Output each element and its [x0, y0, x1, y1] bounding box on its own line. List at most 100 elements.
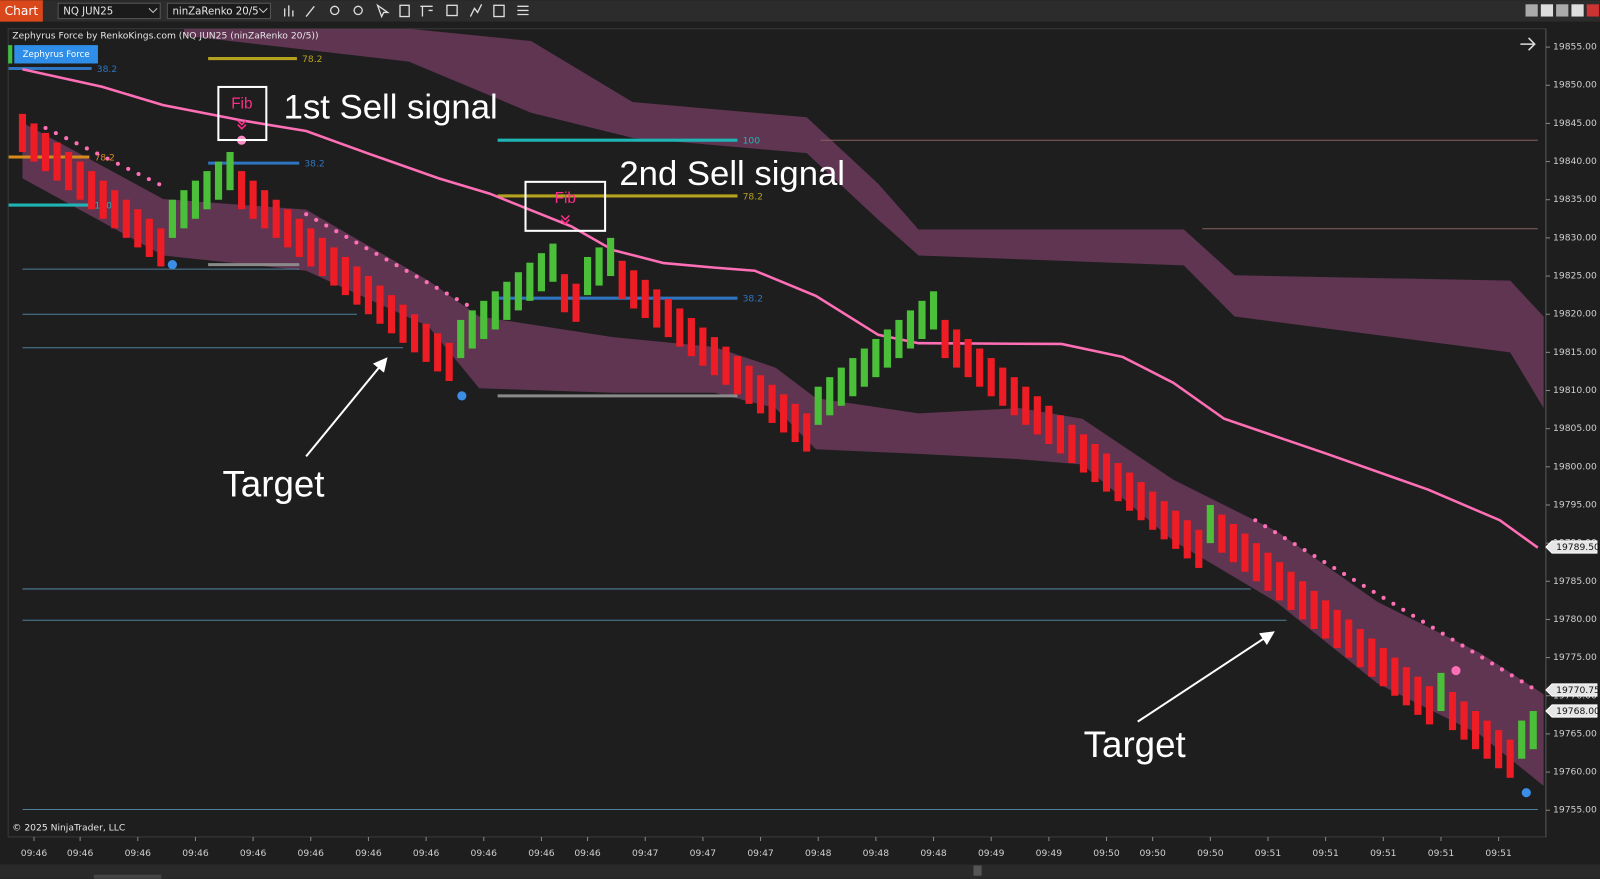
scroll-right-icon[interactable]	[1520, 37, 1536, 51]
renko-bar	[999, 367, 1007, 406]
renko-bar	[1033, 396, 1041, 435]
bar-type-label[interactable]: ninZaRenko 20/5	[172, 6, 258, 17]
fib-label: Fib	[555, 190, 576, 207]
bar-type-select[interactable]	[166, 2, 271, 20]
renko-bar	[445, 342, 453, 381]
x-tick-label: 09:51	[1255, 848, 1281, 859]
indicator-button[interactable]	[14, 45, 98, 64]
trailing-stop-dots	[1253, 518, 1540, 694]
renko-bar	[1483, 720, 1491, 759]
renko-bar	[1126, 472, 1134, 511]
scroll-thumb[interactable]	[93, 874, 162, 879]
renko-bar	[1091, 443, 1099, 483]
renko-bar	[1264, 552, 1272, 591]
x-tick-label: 09:46	[125, 848, 152, 859]
plot: 38.278.278.238.210010078.238.2	[8, 28, 1544, 810]
instrument-label[interactable]: NQ JUN25	[63, 6, 113, 17]
target-arrow	[305, 357, 388, 457]
x-tick-label: 09:46	[240, 848, 267, 859]
renko-bar	[503, 281, 511, 320]
target-note: Target	[1084, 724, 1186, 765]
indicator-button-label[interactable]: Zephyrus Force	[23, 50, 90, 60]
signal-note: 1st Sell signal	[284, 89, 498, 127]
x-tick-label: 09:51	[1428, 848, 1454, 859]
renko-bar	[1056, 415, 1064, 454]
x-tick-label: 09:48	[805, 848, 832, 859]
renko-bar	[295, 218, 303, 257]
renko-bar	[399, 304, 407, 343]
scroll-grip[interactable]	[973, 865, 982, 876]
renko-bar	[238, 171, 246, 210]
x-tick-label: 09:49	[978, 848, 1005, 859]
price-marker	[1545, 540, 1598, 554]
instrument-select[interactable]	[57, 2, 161, 20]
x-tick-label: 09:51	[1312, 848, 1338, 859]
fib-level-label: 78.2	[743, 191, 763, 202]
renko-bar	[676, 308, 684, 347]
renko-bar	[987, 358, 995, 397]
renko-bar	[1137, 482, 1145, 521]
price-marker-label: 19770.75	[1556, 685, 1600, 696]
renko-bar	[1102, 453, 1111, 492]
renko-bar	[1206, 504, 1214, 544]
renko-bar	[191, 180, 200, 219]
renko-bar	[883, 329, 891, 368]
renko-bar	[780, 394, 788, 433]
chart-tab-label[interactable]: Chart	[5, 4, 39, 18]
renko-bar	[65, 152, 73, 191]
renko-bar	[1402, 667, 1410, 706]
renko-bar	[364, 276, 373, 315]
y-tick-label: 19765.00	[1553, 728, 1597, 739]
signal-dot	[1451, 665, 1461, 676]
renko-bar	[1460, 701, 1468, 740]
window-buttons[interactable]	[1525, 4, 1599, 17]
renko-bar	[1414, 676, 1422, 715]
x-tick-label: 09:50	[1139, 848, 1166, 859]
trailing-stop-dots	[304, 212, 472, 309]
toolbar-icons[interactable]	[284, 3, 529, 19]
renko-bar	[214, 161, 223, 200]
fib-box	[524, 180, 607, 232]
chart-tab[interactable]	[0, 0, 43, 22]
fib-label: Fib	[231, 95, 252, 112]
signal-arrow	[560, 214, 570, 225]
renko-bar	[411, 314, 419, 353]
fib-level-label: 78.2	[94, 153, 114, 164]
trailing-stop-dots	[43, 125, 171, 192]
x-tick-label: 09:46	[182, 848, 209, 859]
x-tick-label: 09:46	[413, 848, 440, 859]
renko-bar	[1183, 520, 1191, 559]
renko-bar	[803, 413, 811, 452]
renko-bar	[1079, 434, 1088, 473]
renko-bar	[814, 386, 822, 425]
renko-bar	[387, 295, 396, 334]
price-marker-label: 19789.50	[1556, 542, 1600, 553]
cloud-band	[22, 122, 1544, 786]
scrollbar[interactable]	[0, 864, 1600, 879]
renko-bar	[733, 356, 742, 395]
renko-bar	[1391, 657, 1399, 696]
renko-bar	[826, 377, 834, 416]
renko-bar	[722, 346, 730, 385]
renko-bar	[653, 289, 661, 328]
renko-bar	[272, 199, 280, 238]
renko-bar	[134, 209, 142, 248]
renko-bar	[618, 260, 626, 299]
renko-bar	[872, 339, 880, 378]
renko-bar	[572, 283, 580, 322]
renko-bar	[1195, 529, 1203, 568]
renko-bar	[1045, 405, 1053, 444]
indicator-strip	[8, 45, 13, 64]
renko-bar	[88, 171, 96, 210]
renko-bar	[537, 253, 546, 292]
renko-bar	[1010, 377, 1018, 416]
renko-bar	[53, 142, 61, 181]
renko-bar	[630, 270, 638, 309]
renko-bar	[1437, 672, 1445, 712]
y-tick-label: 19855.00	[1553, 42, 1597, 53]
renko-bar	[1022, 386, 1030, 425]
renko-bar	[1368, 638, 1376, 677]
y-tick-label: 19780.00	[1553, 614, 1597, 625]
y-tick-label: 19830.00	[1553, 232, 1597, 243]
moving-average	[22, 67, 1539, 549]
